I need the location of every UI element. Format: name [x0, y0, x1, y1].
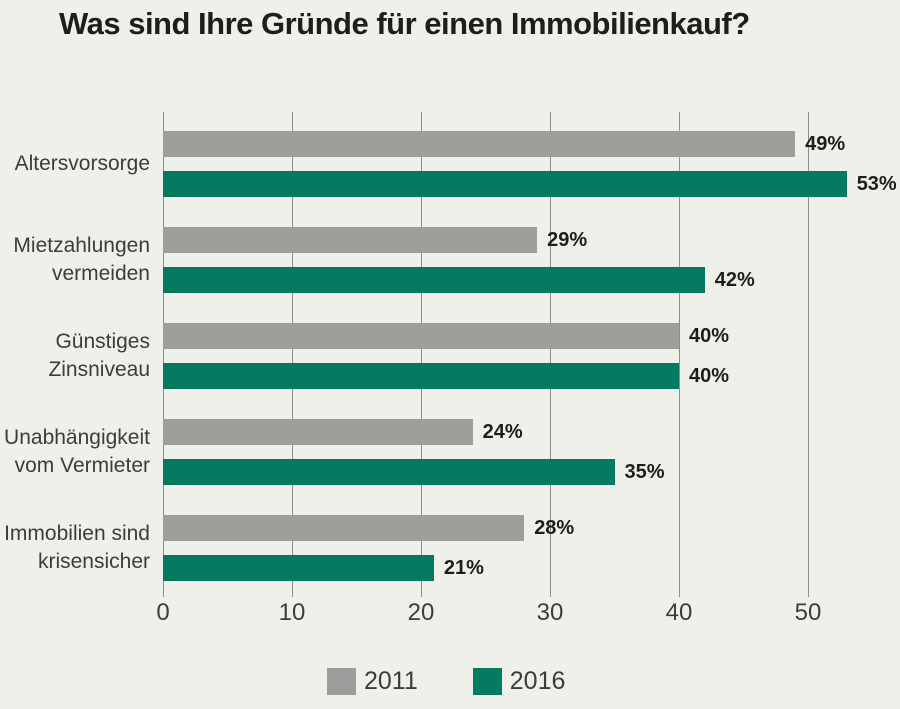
- bar-2011: [163, 323, 679, 349]
- bar-2011: [163, 227, 538, 253]
- bar-2016: [163, 363, 679, 389]
- axis-tick-label: 0: [156, 599, 170, 626]
- legend-label-2016: 2016: [509, 667, 566, 695]
- axis-tick-label: 50: [794, 599, 822, 626]
- bar-2016: [163, 555, 434, 581]
- axis-tick: [421, 582, 422, 597]
- axis-tick: [808, 582, 809, 597]
- axis-tick-label: 40: [665, 599, 693, 626]
- axis-tick-label: 10: [278, 599, 306, 626]
- legend-swatch-2016: [472, 668, 502, 695]
- bar-2016: [163, 267, 705, 293]
- category-label: Altersvorsorge: [14, 152, 150, 175]
- axis-tick-label: 30: [536, 599, 564, 626]
- category-label: Immobilien sind krisensicher: [4, 522, 150, 573]
- value-label-2011: 49%: [805, 133, 846, 155]
- value-label-2016: 21%: [443, 557, 484, 579]
- bar-2011: [163, 419, 473, 445]
- value-label-2011: 40%: [689, 325, 730, 347]
- bar-2016: [163, 459, 615, 485]
- legend: 2011 2016: [327, 668, 565, 695]
- value-label-2016: 42%: [714, 269, 755, 291]
- legend-item-2011: 2011: [327, 668, 418, 695]
- gridline: [679, 112, 680, 582]
- bar-2011: [163, 131, 796, 157]
- legend-label-2011: 2011: [364, 667, 418, 695]
- axis-tick: [679, 582, 680, 597]
- value-label-2011: 29%: [547, 229, 588, 251]
- value-label-2016: 40%: [689, 365, 730, 387]
- category-label: Mietzahlungen vermeiden: [13, 234, 150, 285]
- bar-2011: [163, 515, 525, 541]
- axis-tick-label: 20: [407, 599, 435, 626]
- bar-2016: [163, 171, 847, 197]
- axis-tick: [163, 582, 164, 597]
- legend-swatch-2011: [327, 668, 356, 695]
- legend-item-2016: 2016: [472, 667, 566, 695]
- value-label-2011: 28%: [534, 517, 575, 539]
- value-label-2011: 24%: [482, 421, 523, 443]
- category-label: Unabhängigkeit vom Vermieter: [4, 426, 150, 477]
- chart-title: Was sind Ihre Gründe für einen Immobilie…: [59, 6, 750, 41]
- axis-tick: [550, 582, 551, 597]
- value-label-2016: 53%: [856, 173, 897, 195]
- axis-tick: [292, 582, 293, 597]
- category-label: Günstiges Zinsniveau: [48, 330, 150, 381]
- gridline: [808, 112, 809, 582]
- value-label-2016: 35%: [624, 461, 665, 483]
